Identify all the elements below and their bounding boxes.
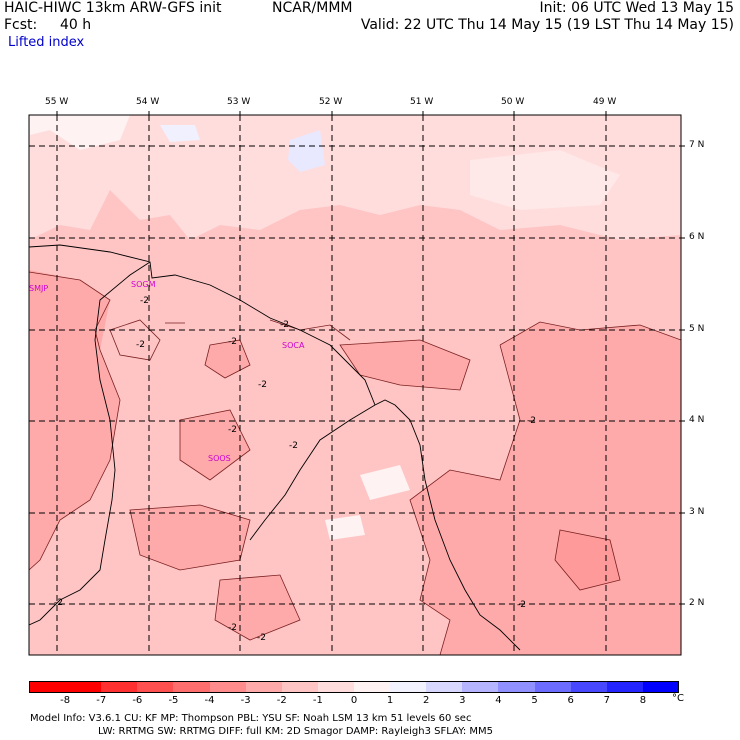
patch-central-2 <box>180 410 250 480</box>
lon-label: 49 W <box>593 97 617 107</box>
lon-label: 55 W <box>45 97 69 107</box>
map-frame <box>28 114 682 656</box>
lat-label: 3 N <box>689 507 705 517</box>
colorbar-swatch <box>570 681 608 693</box>
contour-label: -2 <box>280 320 289 330</box>
colorbar-swatch <box>354 681 391 693</box>
field-light-patch <box>470 150 620 210</box>
axis-ticks <box>56 111 685 605</box>
contour-label: -2 <box>228 337 237 347</box>
lon-label: 53 W <box>227 97 251 107</box>
forecast-label: Fcst: <box>4 17 38 33</box>
colorbar-tick-label: -8 <box>60 695 71 706</box>
colorbar-tick-label: -5 <box>168 695 179 706</box>
lat-label: 2 N <box>689 598 705 608</box>
patch-south-2 <box>215 575 300 640</box>
field-moderate-west <box>29 270 120 570</box>
colorbar-tick-label: 2 <box>423 695 430 706</box>
colorbar-swatch <box>390 681 427 693</box>
contour-label: -2 <box>54 598 63 608</box>
colorbar-tick-label: -7 <box>96 695 107 706</box>
colorbar-tick-label: 4 <box>495 695 502 706</box>
colorbar-swatch <box>498 681 536 693</box>
colorbar-swatch <box>426 681 463 693</box>
graticule <box>29 115 681 655</box>
lon-label: 52 W <box>319 97 343 107</box>
colorbar-swatch <box>101 681 138 693</box>
lat-label: 5 N <box>689 324 705 334</box>
colorbar-tick-label: -4 <box>204 695 215 706</box>
lat-label: 4 N <box>689 415 705 425</box>
patch-light-1 <box>360 465 410 500</box>
colorbar-swatch <box>173 681 211 693</box>
station-label: SMJP <box>29 284 49 293</box>
colorbar-tick-label: 0 <box>350 695 358 706</box>
colorbar-swatch <box>317 681 355 693</box>
colorbar-tick-label: -1 <box>312 695 323 706</box>
colorbar-swatch <box>209 681 247 693</box>
field-positive-patch <box>160 125 200 142</box>
lat-label: 6 N <box>689 232 705 242</box>
colorbar-tick-label: 3 <box>459 695 466 706</box>
station-label: SOGM <box>131 280 156 289</box>
model-title: HAIC-HIWC 13km ARW-GFS init <box>4 0 222 16</box>
contour-label: -2 <box>258 380 267 390</box>
station-label: SOOS <box>208 454 231 463</box>
field-near-zero <box>30 115 130 150</box>
contour-label: -2 <box>140 296 149 306</box>
colorbar-swatch <box>137 681 174 693</box>
colorbar-tick-label: -3 <box>240 695 251 706</box>
lon-label: 51 W <box>410 97 434 107</box>
colorbar-swatch <box>65 681 102 693</box>
colorbar-tick-label: 5 <box>531 695 538 706</box>
colorbar-swatch <box>606 681 644 693</box>
colorbar-tick-label: 6 <box>567 695 574 706</box>
colorbar-swatch <box>245 681 283 693</box>
contour-label: -2 <box>289 441 298 451</box>
lon-label: 50 W <box>501 97 525 107</box>
colorbar-swatch <box>281 681 319 693</box>
model-info-line1: Model Info: V3.6.1 CU: KF MP: Thompson P… <box>30 713 472 724</box>
colorbar-tick-label: 7 <box>603 695 610 706</box>
station-label: SOCA <box>282 341 305 350</box>
init-time: Init: 06 UTC Wed 13 May 15 <box>539 0 734 16</box>
colorbar-tick-label: -6 <box>132 695 143 706</box>
colorbar-tick-label: 8 <box>639 695 647 706</box>
contour-label: -2 <box>228 623 237 633</box>
contour-label: -2 <box>136 340 145 350</box>
patch-south-1 <box>130 505 250 570</box>
colorbar-frame <box>29 681 679 693</box>
contour-label: -2 <box>257 633 266 643</box>
colorbar-unit: °C <box>672 693 684 704</box>
field-name: Lifted index <box>8 35 85 50</box>
colorbar-swatch <box>534 681 572 693</box>
patch-central-1 <box>205 340 250 378</box>
forecast-hour: 40 h <box>60 17 92 33</box>
contour-label: -2 <box>517 600 526 610</box>
field-positive-patch-2 <box>288 130 325 172</box>
lat-label: 7 N <box>689 140 705 150</box>
model-info-line2: LW: RRTMG SW: RRTMG DIFF: full KM: 2D Sm… <box>98 726 494 737</box>
colorbar-tick-label: 1 <box>386 695 394 706</box>
colorbar-swatch <box>29 681 66 693</box>
patch-light-2 <box>325 515 365 540</box>
colorbar-tick-label: -2 <box>276 695 287 706</box>
patch-central-3 <box>340 340 470 390</box>
contour-label: -2 <box>228 425 237 435</box>
valid-time: Valid: 22 UTC Thu 14 May 15 (19 LST Thu … <box>360 17 734 33</box>
colorbar-swatch <box>462 681 499 693</box>
contour-label: -2 <box>527 416 536 426</box>
field-moderate-core <box>555 530 620 590</box>
colorbar-swatch <box>642 681 680 693</box>
lon-label: 54 W <box>136 97 160 107</box>
coastline <box>29 244 521 651</box>
agency-label: NCAR/MMM <box>272 0 353 16</box>
